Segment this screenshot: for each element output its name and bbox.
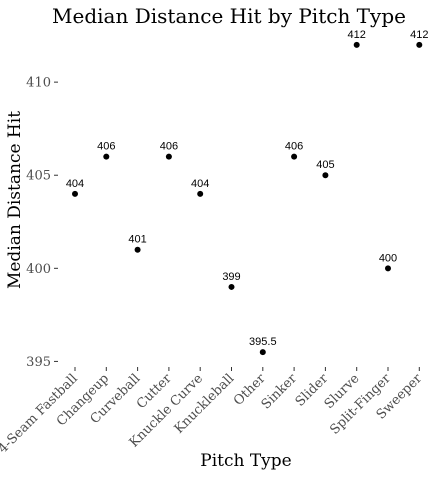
data-point (72, 190, 78, 197)
y-tick-label: 410 (26, 76, 51, 91)
data-point (228, 283, 235, 290)
x-axis: 4-Seam FastballChangeupCurveballCutterKn… (0, 367, 426, 457)
data-point (197, 190, 204, 197)
data-point (416, 41, 423, 48)
x-tick-label: Sinker (259, 371, 301, 413)
data-points (72, 41, 423, 356)
data-point (385, 265, 391, 272)
data-point (322, 172, 329, 179)
data-point (259, 349, 266, 356)
data-point (353, 41, 360, 48)
data-label: 405 (316, 159, 334, 171)
y-tick-label: 405 (26, 169, 51, 184)
data-label: 404 (66, 178, 84, 190)
y-axis: 395 400 405 410 (26, 76, 58, 370)
data-label: 404 (191, 178, 209, 190)
data-point (165, 153, 172, 160)
data-label: 399 (222, 271, 240, 283)
y-tick-label: 400 (26, 262, 51, 277)
data-point (134, 246, 141, 253)
y-axis-title: Median Distance Hit (5, 111, 25, 289)
data-label: 400 (379, 252, 397, 264)
data-label: 406 (160, 141, 178, 153)
data-point (291, 153, 298, 160)
data-label: 395.5 (249, 336, 277, 348)
chart-title: Median Distance Hit by Pitch Type (52, 4, 406, 28)
data-labels: 404 406 401 406 404 399 395.5 406 405 412 400 412 (66, 29, 429, 348)
data-label: 401 (128, 234, 146, 246)
data-label: 412 (348, 29, 366, 41)
data-label: 406 (97, 141, 115, 153)
y-tick-label: 395 (26, 355, 51, 370)
x-axis-title: Pitch Type (200, 451, 291, 471)
data-point (103, 153, 110, 160)
data-label: 406 (285, 141, 303, 153)
data-label: 412 (410, 29, 428, 41)
